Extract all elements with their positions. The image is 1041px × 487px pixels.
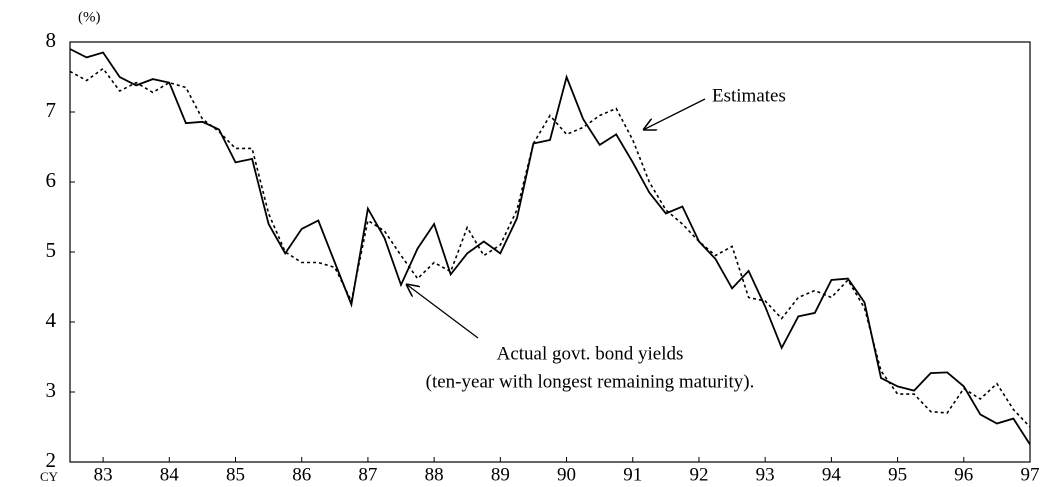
- x-tick-label: 91: [623, 464, 642, 485]
- y-tick-label: 7: [46, 98, 57, 122]
- x-tick-label: 96: [954, 464, 973, 485]
- x-tick-label: 84: [160, 464, 180, 485]
- x-tick-label: 92: [689, 464, 708, 485]
- y-tick-label: 6: [46, 168, 57, 192]
- plot-frame: [69, 41, 1031, 463]
- y-tick-label: 8: [46, 28, 57, 52]
- y-tick-label: 2: [46, 448, 57, 472]
- y-tick-label: 3: [46, 378, 57, 402]
- x-tick-label: 86: [292, 464, 311, 485]
- x-tick-label: 85: [226, 464, 245, 485]
- x-tick-label: 94: [822, 464, 842, 485]
- series-line: [69, 67, 1031, 428]
- y-tick-label: 4: [46, 308, 57, 332]
- y-tick-label: 5: [46, 238, 57, 262]
- x-tick-label: 87: [358, 464, 377, 485]
- x-tick-label: 88: [425, 464, 444, 485]
- annotation: Estimates: [712, 85, 786, 106]
- annotation-arrow: [406, 284, 479, 339]
- x-label: CY: [40, 469, 59, 484]
- x-tick-label: 95: [888, 464, 907, 485]
- x-tick-label: 97: [1021, 464, 1040, 485]
- x-tick-label: 90: [557, 464, 576, 485]
- annotation: Actual govt. bond yields: [497, 343, 684, 364]
- x-tick-label: 89: [491, 464, 510, 485]
- y-unit: (%): [78, 9, 101, 25]
- annotation-arrow: [643, 98, 706, 130]
- x-tick-label: 83: [94, 464, 113, 485]
- x-tick-label: 93: [756, 464, 775, 485]
- annotation: (ten-year with longest remaining maturit…: [426, 371, 755, 392]
